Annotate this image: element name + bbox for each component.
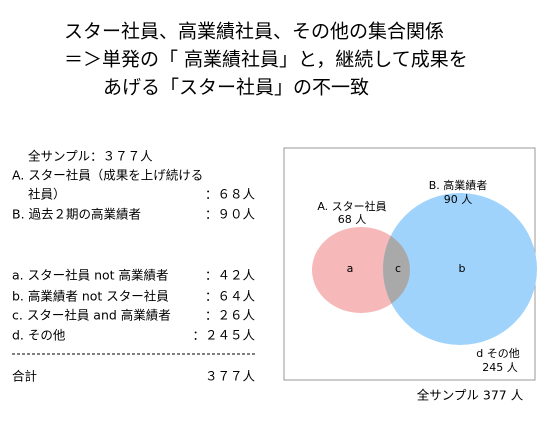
group-label: B. 過去２期の高業績者 (12, 207, 141, 222)
segment-label: c. スター社員 and 高業績者 (12, 308, 171, 323)
title-line: あげる「スター社員」の不一致 (103, 77, 369, 99)
segment-label: b. 高業績者 not スター社員 (12, 289, 169, 304)
total-count: ３７７人 (205, 369, 256, 384)
set-a-circle (312, 227, 410, 313)
segment-count: ：２６人 (205, 308, 256, 323)
other-name: d その他 (476, 347, 519, 360)
set-b-circle (383, 193, 537, 345)
segment-label: d. その他 (12, 328, 66, 343)
set-b-count: 90 人 (444, 193, 473, 206)
group-label: 社員） (28, 187, 66, 202)
set-b-name: B. 高業績者 (429, 178, 488, 192)
group-label: A. スター社員（成果を上げ続ける (12, 168, 203, 183)
segment-count: ：４２人 (205, 268, 256, 283)
group-count: ：６８人 (205, 187, 256, 202)
set-a-count: 68 人 (338, 213, 367, 226)
set-a-name: A. スター社員 (317, 199, 386, 213)
group-count: ：９０人 (205, 207, 256, 222)
total-label: 合計 (12, 369, 37, 384)
title-line: スター社員、高業績社員、その他の集合関係 (64, 21, 444, 43)
region-label: c (395, 262, 401, 275)
segment-count: ：２４５人 (192, 328, 255, 343)
other-count: 245 人 (482, 361, 518, 374)
title-line: ＝＞単発の「 高業績社員」と，継続して成果を (64, 49, 468, 71)
region-label: b (459, 262, 466, 275)
region-label: a (347, 262, 354, 275)
sample-line: 全サンプル：３７７人 (28, 149, 153, 164)
segment-label: a. スター社員 not 高業績者 (12, 268, 169, 283)
caption: 全サンプル 377 人 (417, 388, 524, 403)
segment-count: ：６４人 (205, 289, 256, 304)
